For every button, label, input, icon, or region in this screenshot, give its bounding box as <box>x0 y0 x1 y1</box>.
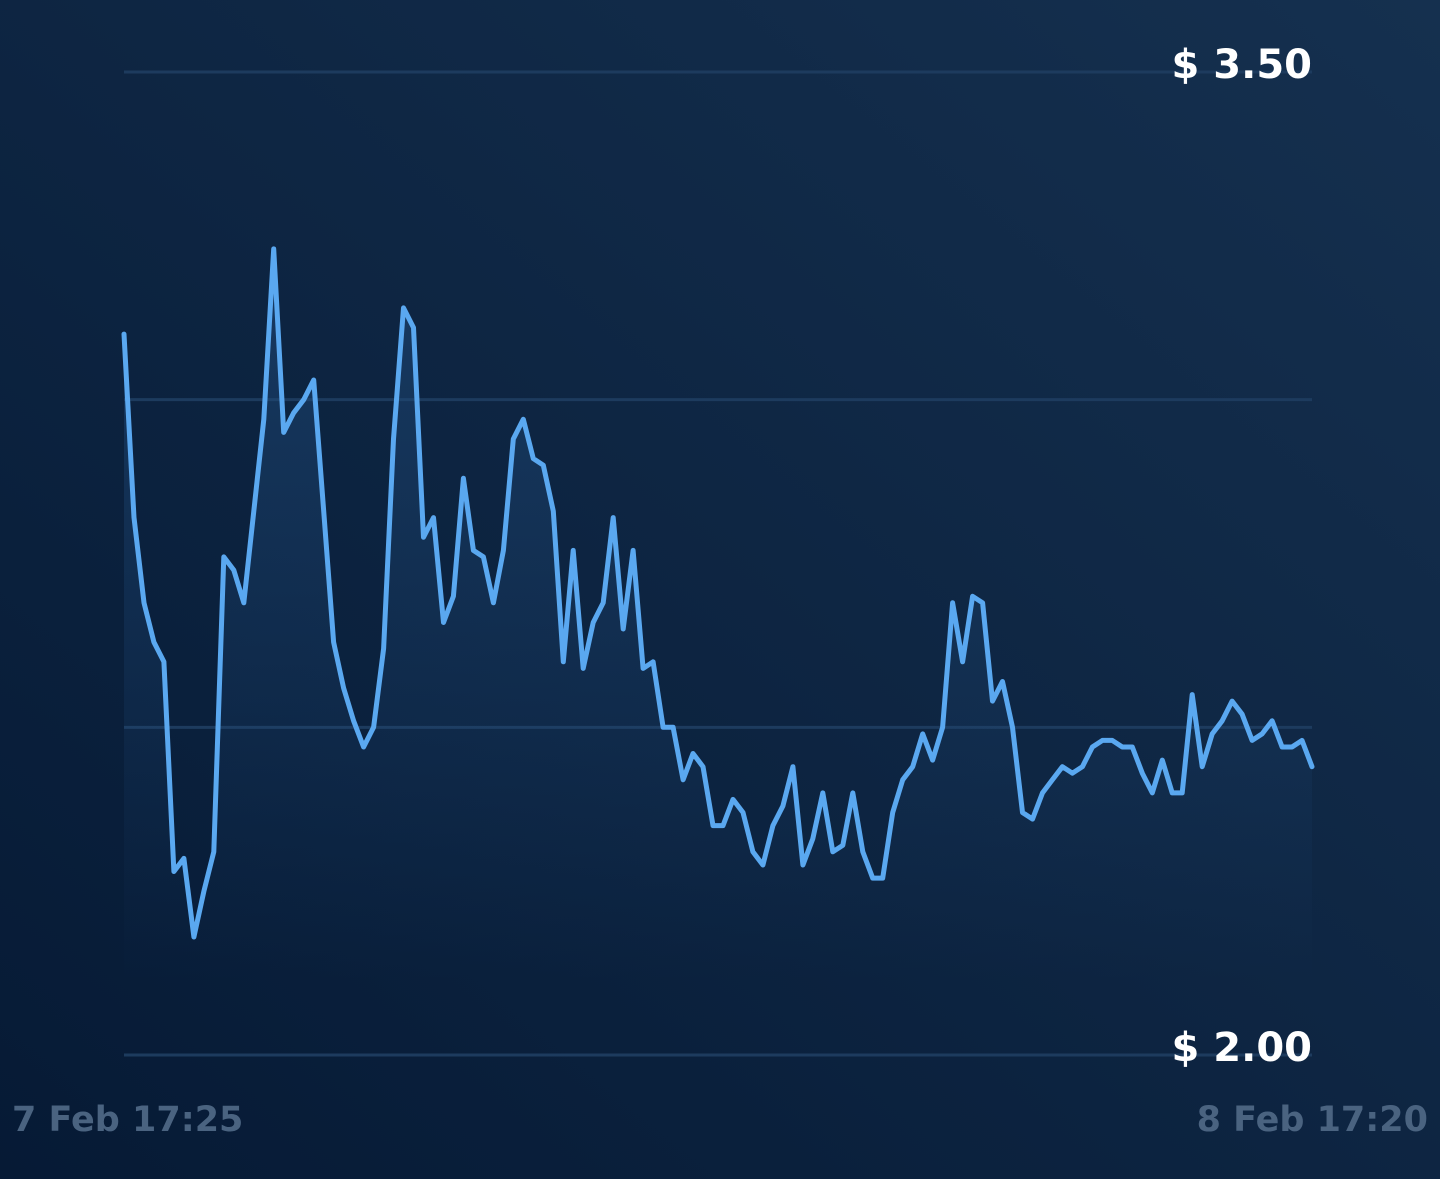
y-tick-label: $ 3.50 <box>1172 42 1312 88</box>
y-tick-label: $ 2.00 <box>1172 1025 1312 1071</box>
price-line <box>121 246 1315 940</box>
x-start-label: 7 Feb 17:25 <box>12 1100 243 1140</box>
area-fill <box>124 248 1312 980</box>
x-end-label: 8 Feb 17:20 <box>1197 1100 1428 1140</box>
